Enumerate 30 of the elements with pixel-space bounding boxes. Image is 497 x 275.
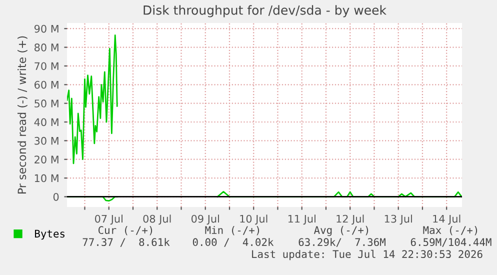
text: Max (-/+)	[423, 226, 478, 236]
text: 77.37 / 8.61k	[82, 238, 170, 247]
text: 6.59M/104.44M	[410, 238, 492, 247]
y-tick-label: 70 M	[34, 62, 58, 70]
x-tick-label: 10 Jul	[240, 214, 268, 225]
legend-label: Bytes	[35, 230, 64, 240]
x-tick-label: 09 Jul	[191, 214, 219, 225]
y-tick-label: 90 M	[34, 24, 58, 33]
y-tick-label: 30 M	[34, 136, 58, 145]
chart-title: Disk throughput for /dev/sda - by week	[144, 5, 386, 18]
x-tick-label: 13 Jul	[384, 214, 412, 225]
y-tick-label: 40 M	[34, 118, 58, 126]
y-tick-label: 0	[53, 192, 59, 201]
text: 0.00 / 4.02k	[192, 238, 274, 247]
y-tick-label: 10 M	[34, 174, 58, 182]
text: Cur (-/+)	[98, 226, 152, 236]
y-tick-label: 20 M	[34, 156, 58, 164]
x-tick-label: 07 Jul	[95, 214, 122, 225]
text: Min (-/+)	[205, 226, 260, 236]
y-tick-label: 60 M	[34, 80, 58, 89]
x-tick-label: 14 Jul	[433, 214, 460, 225]
y-tick-label: 80 M	[34, 44, 58, 52]
x-tick-label: 08 Jul	[143, 214, 171, 225]
y-tick-label: 50 M	[34, 100, 58, 108]
text: Last update: Tue Jul 14 22:30:53 2026	[252, 250, 482, 260]
y-axis-title: Pr second read (-) / write (+)	[18, 36, 28, 194]
text: 63.29k/ 7.36M	[298, 238, 386, 247]
text: Avg (-/+)	[314, 226, 368, 236]
x-tick-label: 11 Jul	[288, 214, 316, 225]
x-tick-label: 12 Jul	[336, 214, 364, 225]
